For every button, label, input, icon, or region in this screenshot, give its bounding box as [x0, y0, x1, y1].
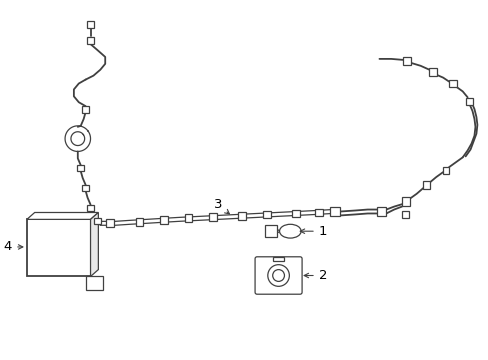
Bar [376, 207, 386, 216]
Bar [263, 211, 270, 219]
Bar [442, 167, 448, 174]
Bar [82, 185, 89, 191]
Bar [272, 257, 284, 261]
Text: 4: 4 [4, 240, 23, 253]
Circle shape [267, 265, 289, 286]
Bar [27, 219, 90, 276]
Text: 3: 3 [213, 198, 229, 214]
Text: 2: 2 [304, 269, 326, 282]
Bar [106, 219, 114, 227]
FancyBboxPatch shape [255, 257, 302, 294]
Bar [264, 225, 276, 237]
Bar [87, 37, 94, 44]
Bar [87, 204, 94, 211]
Bar [401, 197, 409, 206]
Polygon shape [27, 212, 98, 219]
Bar [238, 212, 246, 220]
Bar [208, 213, 217, 221]
Circle shape [272, 270, 284, 282]
Bar [135, 219, 143, 226]
Bar [402, 211, 408, 218]
Bar [428, 68, 436, 76]
Polygon shape [90, 212, 98, 276]
Bar [94, 219, 101, 224]
Bar [82, 106, 89, 113]
Bar [77, 165, 84, 171]
Bar [330, 207, 340, 216]
Bar [422, 181, 429, 189]
Bar [160, 216, 167, 224]
Bar [448, 80, 456, 87]
Ellipse shape [279, 224, 301, 238]
Bar [292, 210, 300, 217]
Bar [314, 208, 322, 216]
Bar [184, 215, 192, 222]
Bar [86, 21, 94, 28]
Bar [465, 98, 472, 105]
Text: 1: 1 [300, 225, 326, 238]
Bar [402, 57, 410, 65]
Bar [85, 276, 103, 290]
